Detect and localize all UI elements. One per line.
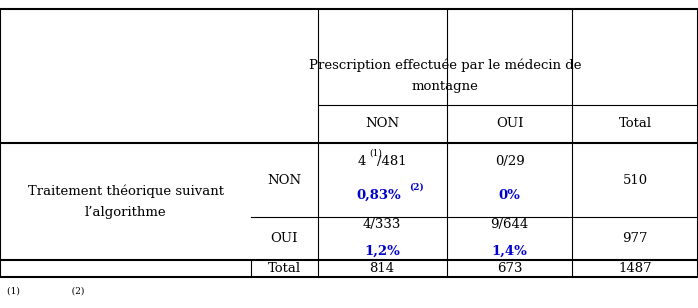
Text: 4/333: 4/333	[363, 218, 401, 231]
Text: Total: Total	[268, 262, 301, 275]
Text: 814: 814	[370, 262, 394, 275]
Text: 510: 510	[623, 174, 648, 187]
Text: Prescription effectuée par le médecin de
montagne: Prescription effectuée par le médecin de…	[309, 59, 581, 94]
Text: 9/644: 9/644	[491, 218, 528, 231]
Text: 1,2%: 1,2%	[364, 245, 400, 257]
Text: 1,4%: 1,4%	[491, 245, 528, 257]
Text: 0%: 0%	[498, 189, 521, 202]
Text: (1)                  (2): (1) (2)	[7, 286, 84, 295]
Text: 4: 4	[357, 155, 366, 168]
Text: Traitement théorique suivant
l’algorithme: Traitement théorique suivant l’algorithm…	[28, 184, 223, 219]
Text: /481: /481	[377, 155, 407, 168]
Text: 0/29: 0/29	[495, 155, 524, 168]
Text: NON: NON	[365, 117, 399, 131]
Text: 0,83%: 0,83%	[356, 189, 401, 202]
Text: (1): (1)	[369, 148, 382, 158]
Text: OUI: OUI	[496, 117, 524, 131]
Bar	[0, 9, 698, 277]
Text: Total: Total	[618, 117, 652, 131]
Text: OUI: OUI	[271, 232, 298, 245]
Text: 1487: 1487	[618, 262, 652, 275]
Text: (2): (2)	[409, 182, 424, 192]
Text: NON: NON	[267, 174, 302, 187]
Text: 673: 673	[497, 262, 522, 275]
Text: 977: 977	[623, 232, 648, 245]
